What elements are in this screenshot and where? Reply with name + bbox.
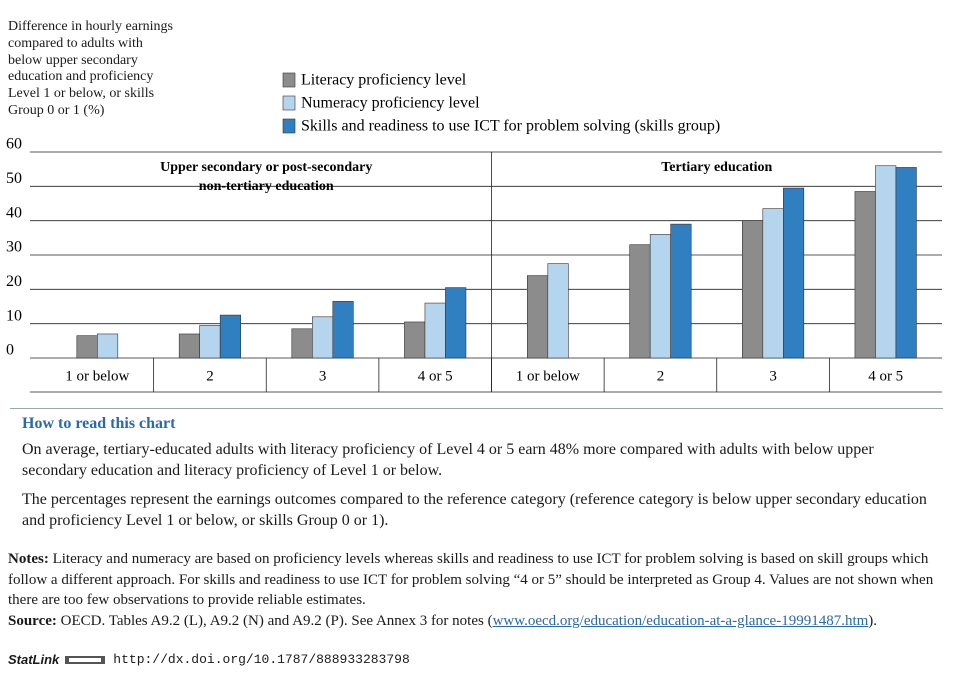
y-tick-label: 10 (6, 307, 22, 324)
bar (527, 275, 549, 359)
y-tick-label: 30 (6, 239, 22, 256)
bar (312, 316, 334, 359)
how-to-read-box: How to read this chart On average, terti… (10, 408, 943, 542)
legend-swatch (282, 72, 296, 88)
bar (178, 333, 200, 359)
bar (895, 167, 917, 359)
notes-text: Literacy and numeracy are based on profi… (8, 551, 934, 608)
legend-label: Literacy proficiency level (301, 72, 467, 89)
y-tick-label: 60 (6, 136, 22, 153)
how-to-read-text: The percentages represent the earnings o… (22, 491, 927, 529)
source-paragraph: Source: OECD. Tables A9.2 (L), A9.2 (N) … (8, 611, 948, 632)
bar (404, 321, 426, 359)
chart: 0 10 20 30 40 50 60 Literacy proficiency level N… (6, 72, 942, 393)
legend-label: Skills and readiness to use ICT for prob… (301, 118, 720, 135)
bar (219, 314, 241, 359)
source-text: ). (868, 612, 878, 629)
notes-label: Notes: (8, 551, 49, 567)
group-label: Tertiary education (661, 160, 772, 175)
source-label: Source: (8, 612, 57, 629)
bar (547, 263, 569, 359)
bar (97, 333, 119, 359)
notes: Notes: Literacy and numeracy are based o… (8, 549, 948, 631)
y-tick-label: 0 (6, 342, 14, 359)
notes-paragraph: Notes: Literacy and numeracy are based o… (8, 549, 948, 611)
bar (332, 301, 354, 359)
how-to-read-text: On average, tertiary-educated adults wit… (22, 441, 874, 479)
bar (762, 208, 784, 359)
group-label: Upper secondary or post-secondary (160, 160, 372, 175)
x-tick-label: 4 or 5 (868, 368, 903, 384)
statlink: StatLink http://dx.doi.org/10.1787/88893… (8, 652, 410, 667)
source-text: OECD. Tables A9.2 (L), A9.2 (N) and A9.2… (60, 612, 493, 629)
how-to-read-title: How to read this chart (22, 415, 176, 432)
bar (854, 191, 876, 359)
y-axis-label: Difference in hourly earnings compared t… (8, 19, 173, 118)
bar (670, 223, 692, 359)
legend-label: Numeracy proficiency level (301, 95, 480, 112)
y-tick-label: 20 (6, 273, 22, 290)
y-tick-label: 50 (6, 170, 22, 187)
x-tick-label: 4 or 5 (418, 368, 453, 384)
legend-swatch (282, 118, 296, 134)
bar (629, 244, 651, 359)
source-link[interactable]: www.oecd.org/education/education-at-a-gl… (492, 612, 869, 629)
bar (291, 328, 313, 359)
bar (445, 287, 467, 359)
statlink-url[interactable]: http://dx.doi.org/10.1787/888933283798 (113, 652, 410, 667)
x-tick-label: 2 (206, 368, 214, 384)
group-label: non-tertiary education (199, 179, 334, 194)
bar (742, 220, 764, 359)
bar (76, 335, 98, 359)
x-tick-label: 2 (657, 368, 665, 384)
y-tick-label: 40 (6, 204, 22, 221)
statlink-label: StatLink (8, 652, 60, 667)
x-tick-label: 1 or below (516, 368, 580, 384)
legend-swatch (282, 95, 296, 111)
bar (783, 187, 805, 359)
x-tick-label: 3 (769, 368, 777, 384)
x-tick-label: 3 (319, 368, 327, 384)
bar (649, 234, 671, 359)
bar (424, 302, 446, 359)
x-tick-label: 1 or below (65, 368, 129, 384)
bar (875, 165, 897, 359)
statlink-icon (65, 655, 106, 664)
bar (199, 325, 221, 359)
